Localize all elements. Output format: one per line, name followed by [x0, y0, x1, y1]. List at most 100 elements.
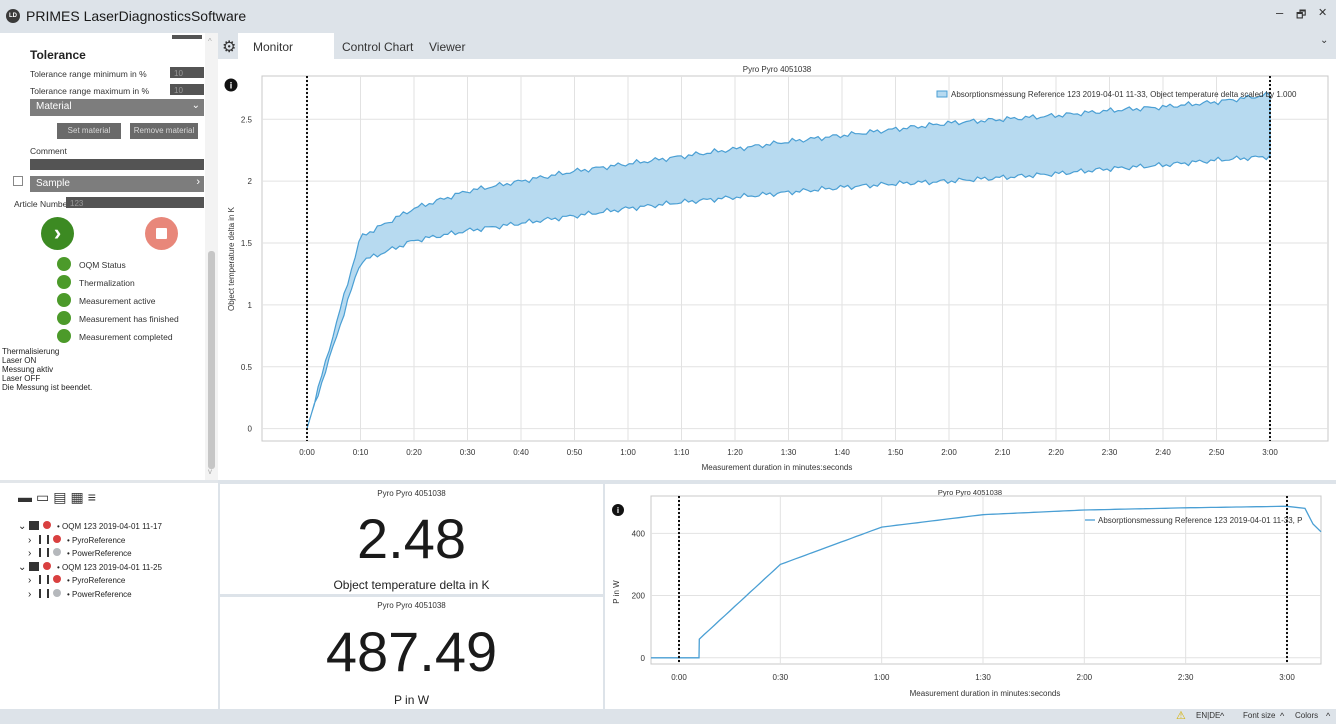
value-panel-title: Pyro Pyro 4051038: [377, 489, 446, 498]
status-dot-icon: [53, 534, 61, 543]
x-tick-label: 0:00: [299, 448, 315, 457]
table-icon[interactable]: ▦: [70, 489, 88, 505]
measurement-active-indicator: [57, 293, 71, 307]
start-measurement-button[interactable]: ›: [41, 217, 74, 250]
x-tick-label: 1:20: [727, 448, 743, 457]
font-size-menu[interactable]: Font size: [1243, 711, 1276, 720]
tab-control-chart[interactable]: Control Chart: [342, 40, 414, 54]
oqm-status-label: OQM Status: [79, 260, 126, 270]
tree-node-label: • PowerReference: [67, 549, 132, 558]
x-tick-label: 0:40: [513, 448, 529, 457]
tolerance-min-input[interactable]: 10: [170, 67, 204, 78]
set-material-button[interactable]: Set material: [57, 123, 121, 139]
tab-viewer[interactable]: Viewer: [429, 40, 466, 54]
scroll-up-icon[interactable]: ^: [208, 37, 212, 46]
chevron-up-icon[interactable]: ^: [1326, 711, 1331, 721]
x-tick-label: 2:40: [1155, 448, 1171, 457]
main-x-axis-label: Measurement duration in minutes:seconds: [702, 463, 853, 472]
language-switch[interactable]: EN|DE: [1196, 711, 1221, 720]
chevron-up-icon[interactable]: ^: [1220, 711, 1225, 721]
tree-node[interactable]: ⌄ • OQM 123 2019-04-01 11-25: [18, 561, 162, 573]
status-dot-icon: [53, 548, 61, 556]
tolerance-min-label: Tolerance range minimum in %: [30, 69, 147, 79]
collapse-icon[interactable]: ⌄: [1320, 35, 1329, 46]
chevron-right-icon: ›: [196, 176, 200, 188]
stop-measurement-button[interactable]: [145, 217, 178, 250]
tree-node[interactable]: ⌄ • OQM 123 2019-04-01 11-17: [18, 521, 162, 532]
measurement-finished-indicator: [57, 311, 71, 325]
measurement-completed-label: Measurement completed: [79, 332, 173, 342]
chevron-up-icon[interactable]: ^: [1280, 711, 1285, 721]
chevron-right-icon[interactable]: ›: [28, 588, 32, 600]
x-tick-label: 1:00: [874, 673, 890, 682]
tree-node-label: • OQM 123 2019-04-01 11-25: [57, 562, 162, 572]
legend-swatch: [936, 90, 948, 98]
power-chart-panel: Pyro Pyro 4051038 i Absorptionsmessung R…: [605, 484, 1336, 709]
tree-node-label: • PowerReference: [67, 589, 132, 599]
tab-monitor[interactable]: [238, 33, 334, 59]
x-tick-label: 1:30: [975, 673, 991, 682]
scroll-thumb[interactable]: [208, 251, 215, 469]
material-label: Material: [36, 101, 72, 112]
colors-menu[interactable]: Colors: [1295, 711, 1319, 720]
gear-icon[interactable]: ⚙: [222, 39, 237, 56]
save-icon[interactable]: ▭: [36, 489, 54, 505]
tree-node[interactable]: › • PowerReference: [28, 548, 132, 559]
y-tick-label: 2.5: [241, 115, 253, 124]
settings-panel: Tolerance Tolerance range minimum in % 1…: [0, 33, 218, 480]
scroll-down-icon[interactable]: v: [208, 467, 212, 476]
measurement-active-label: Measurement active: [79, 296, 156, 306]
comment-input[interactable]: [30, 159, 204, 170]
x-tick-label: 0:30: [460, 448, 476, 457]
x-tick-label: 1:10: [674, 448, 690, 457]
x-tick-label: 1:30: [781, 448, 797, 457]
info-icon-glyph: i: [230, 81, 233, 91]
tree-node[interactable]: › • PowerReference: [28, 588, 132, 600]
info-icon-glyph: i: [617, 506, 619, 515]
article-number-input[interactable]: 123: [66, 197, 204, 208]
chevron-down-icon[interactable]: ⌄: [18, 521, 27, 532]
chevron-down-icon[interactable]: ⌄: [18, 561, 27, 573]
minimize-button[interactable]: –: [1276, 5, 1284, 20]
play-icon: ›: [53, 220, 62, 245]
thermalization-indicator: [57, 275, 71, 289]
series-icon: [39, 534, 49, 544]
folder-icon[interactable]: ▬: [18, 489, 36, 505]
material-dropdown[interactable]: Material ⌄: [30, 99, 204, 116]
series-icon: [39, 575, 49, 584]
settings-scrollbar[interactable]: ^ v: [205, 33, 218, 480]
chevron-right-icon[interactable]: ›: [28, 534, 32, 546]
tree-node-label: • PyroReference: [67, 576, 126, 585]
tree-node[interactable]: › • PyroReference: [28, 575, 125, 586]
sample-label: Sample: [36, 178, 70, 189]
app-title: PRIMES LaserDiagnosticsSoftware: [26, 8, 247, 24]
y-tick-label: 0: [641, 654, 646, 663]
tolerance-max-label: Tolerance range maximum in %: [30, 86, 150, 96]
restore-button[interactable]: 🗗: [1296, 9, 1307, 21]
sample-dropdown[interactable]: Sample ›: [30, 176, 204, 192]
close-button[interactable]: ✕: [1318, 7, 1328, 19]
power-x-axis-label: Measurement duration in minutes:seconds: [910, 689, 1061, 698]
main-chart-panel: Pyro Pyro 4051038 i Absorptionsmessung R…: [218, 59, 1336, 480]
temperature-unit: Object temperature delta in K: [333, 578, 490, 592]
x-tick-label: 1:40: [834, 448, 850, 457]
document-icon[interactable]: ▤: [53, 489, 71, 505]
power-value-panel: Pyro Pyro 4051038 487.49 P in W: [220, 597, 603, 709]
comment-label: Comment: [30, 146, 67, 156]
main-y-axis-label: Object temperature delta in K: [227, 206, 236, 311]
status-dot-icon: [43, 561, 51, 570]
remove-material-button[interactable]: Remove material: [130, 123, 198, 139]
series-icon: [39, 548, 49, 557]
tolerance-max-input[interactable]: 10: [170, 84, 204, 95]
group-icon: [29, 561, 39, 571]
chevron-right-icon[interactable]: ›: [28, 548, 32, 559]
info-icon[interactable]: [224, 78, 238, 92]
chevron-right-icon[interactable]: ›: [28, 575, 32, 586]
info-icon[interactable]: [612, 504, 624, 516]
tab-monitor-label[interactable]: Monitor: [253, 40, 294, 54]
database-icon[interactable]: ≡: [87, 489, 100, 505]
chevron-down-icon: ⌄: [191, 100, 200, 111]
sample-checkbox[interactable]: [13, 176, 23, 186]
main-chart: Pyro Pyro 4051038 i Absorptionsmessung R…: [224, 65, 1329, 472]
tree-node[interactable]: › • PyroReference: [28, 534, 125, 546]
